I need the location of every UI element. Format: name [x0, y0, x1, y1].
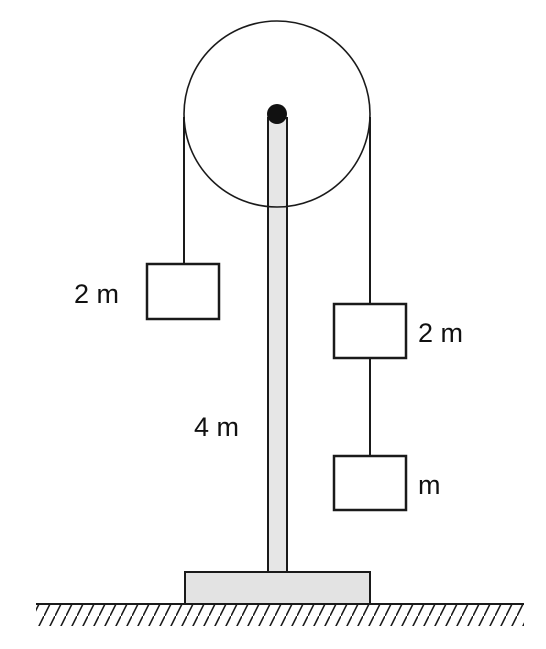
block-right-upper	[332, 302, 408, 360]
label-left-block: 2 m	[74, 279, 119, 309]
ground-hatching	[36, 604, 524, 626]
stand-pole	[267, 117, 288, 573]
stand-base	[184, 571, 371, 605]
block-right-lower	[332, 454, 408, 512]
pulley-wheel	[183, 20, 371, 208]
block-left	[145, 262, 221, 321]
pulley-axle	[267, 104, 287, 124]
ground	[36, 603, 524, 626]
label-pole: 4 m	[194, 412, 239, 442]
label-right-lower-block: m	[418, 470, 441, 500]
label-right-upper-block: 2 m	[418, 318, 463, 348]
